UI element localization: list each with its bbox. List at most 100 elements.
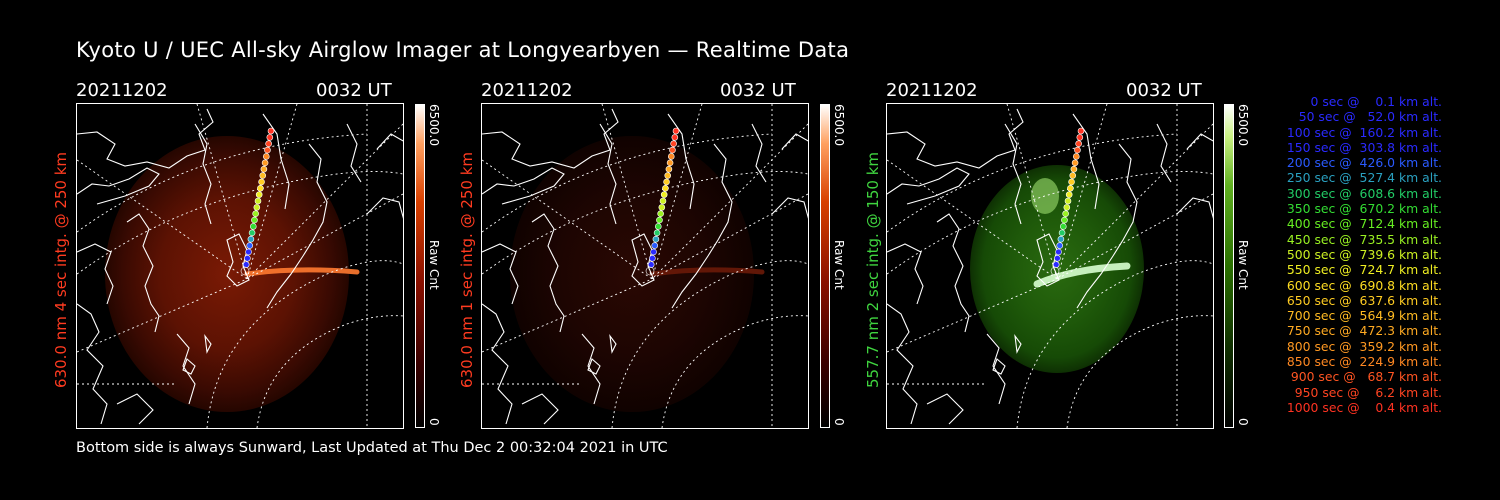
trajectory-point <box>266 134 274 141</box>
trajectory-point <box>246 242 254 249</box>
trajectory-point <box>1055 248 1062 256</box>
legend-row: 200 sec @ 426.0 km alt. <box>1282 155 1442 171</box>
legend-row: 50 sec @ 52.0 km alt. <box>1290 109 1442 125</box>
legend-row: 400 sec @ 712.4 km alt. <box>1282 216 1442 232</box>
trajectory-point <box>262 153 270 160</box>
legend-row: 450 sec @ 735.5 km alt. <box>1282 231 1442 247</box>
sky-disc <box>510 136 754 412</box>
trajectory-point <box>265 140 272 148</box>
legend-row: 600 sec @ 690.8 km alt. <box>1282 277 1442 293</box>
trajectory-point <box>259 172 267 179</box>
allsky-map <box>887 104 1213 428</box>
panel-1-date: 20211202 <box>76 80 168 101</box>
coastlines <box>77 108 403 425</box>
legend-row: 1000 sec @ 0.4 km alt. <box>1286 399 1442 415</box>
trajectory-point <box>662 184 669 192</box>
panel-1-colorbar-max: 6500.0 <box>427 104 441 146</box>
allsky-map <box>77 104 403 428</box>
trajectory-point <box>1059 223 1067 230</box>
legend-row: 350 sec @ 670.2 km alt. <box>1282 201 1442 217</box>
legend-row: 950 sec @ 6.2 km alt. <box>1290 384 1442 400</box>
trajectory-point <box>244 254 251 262</box>
trajectory-point <box>670 140 677 148</box>
panel-1-colorbar <box>415 104 425 428</box>
trajectory-point <box>1067 184 1074 192</box>
trajectory-point <box>649 254 656 262</box>
trajectory-point <box>251 216 258 224</box>
panel-2-colorbar-unit: Raw Cnt <box>832 240 846 290</box>
trajectory-point <box>666 159 674 167</box>
trajectory-point <box>249 223 257 230</box>
aurora-patch <box>1031 178 1059 214</box>
panel-2-image <box>481 103 809 429</box>
panel-3-colorbar <box>1224 104 1234 428</box>
legend-row: 900 sec @ 68.7 km alt. <box>1286 369 1442 385</box>
legend-row: 150 sec @ 303.8 km alt. <box>1282 139 1442 155</box>
trajectory-point <box>1064 197 1072 205</box>
legend-row: 550 sec @ 724.7 km alt. <box>1282 262 1442 278</box>
trajectory-point <box>242 261 250 268</box>
sky-disc <box>970 165 1144 373</box>
panel-2-date: 20211202 <box>481 80 573 101</box>
panel-2-time: 0032 UT <box>720 80 796 101</box>
trajectory-point <box>253 204 261 211</box>
panel-2-ylabel: 630.0 nm 1 sec intg. @ 250 km <box>458 151 476 388</box>
trajectory-point <box>1072 153 1080 160</box>
trajectory-point <box>252 210 259 218</box>
trajectory-point <box>1062 210 1069 218</box>
panel-1-ylabel: 630.0 nm 4 sec intg. @ 250 km <box>52 151 70 388</box>
trajectory-point <box>656 216 663 224</box>
panel-3-ylabel: 557.7 nm 2 sec intg. @ 150 km <box>864 151 882 388</box>
trajectory-point <box>264 146 271 154</box>
trajectory-point <box>245 248 252 256</box>
trajectory-point <box>1063 204 1071 211</box>
sky-disc <box>105 136 349 412</box>
panel-1-colorbar-unit: Raw Cnt <box>427 240 441 290</box>
trajectory-point <box>669 146 676 154</box>
trajectory-point <box>240 266 250 276</box>
page-title: Kyoto U / UEC All-sky Airglow Imager at … <box>76 38 850 62</box>
trajectory-point <box>260 165 268 173</box>
trajectory-point <box>1071 159 1079 167</box>
legend-row: 250 sec @ 527.4 km alt. <box>1282 170 1442 186</box>
trajectory-point <box>653 229 661 237</box>
panel-2-colorbar-min: 0 <box>832 418 846 426</box>
trajectory-point <box>248 229 256 237</box>
footer-note: Bottom side is always Sunward, Last Upda… <box>76 440 668 456</box>
legend-row: 750 sec @ 472.3 km alt. <box>1282 323 1442 339</box>
legend-row: 500 sec @ 739.6 km alt. <box>1282 246 1442 262</box>
trajectory-point <box>1050 266 1060 276</box>
trajectory-point <box>659 197 667 205</box>
trajectory-point <box>255 191 263 198</box>
trajectory-point <box>647 261 655 268</box>
trajectory-point <box>663 178 670 186</box>
trajectory-point <box>1075 140 1082 148</box>
trajectory-point <box>1074 146 1081 154</box>
panel-1-image <box>76 103 404 429</box>
legend-row: 0 sec @ 0.1 km alt. <box>1298 94 1442 109</box>
legend-row: 650 sec @ 637.6 km alt. <box>1282 292 1442 308</box>
panel-3-colorbar-unit: Raw Cnt <box>1236 240 1250 290</box>
aurora-arc <box>1033 262 1131 288</box>
trajectory-point <box>657 210 664 218</box>
trajectory-point <box>1061 216 1068 224</box>
panel-3-time: 0032 UT <box>1126 80 1202 101</box>
panel-1-colorbar-min: 0 <box>427 418 441 426</box>
panel-2-colorbar-max: 6500.0 <box>832 104 846 146</box>
trajectory-point <box>667 153 675 160</box>
panel-3-date: 20211202 <box>886 80 978 101</box>
coastlines <box>887 108 1213 425</box>
trajectory-point <box>645 266 655 276</box>
trajectory-point <box>665 165 673 173</box>
trajectory-point <box>1052 261 1060 268</box>
trajectory-point <box>1076 134 1084 141</box>
trajectory-point <box>1057 235 1065 243</box>
map-grid <box>887 104 1213 428</box>
trajectory-point <box>257 184 264 192</box>
legend-row: 700 sec @ 564.9 km alt. <box>1282 308 1442 324</box>
trajectory-point <box>261 159 269 167</box>
trajectory-point <box>1058 229 1066 237</box>
trajectory-point <box>651 242 659 249</box>
legend-row: 300 sec @ 608.6 km alt. <box>1282 185 1442 201</box>
trajectory-point <box>1070 165 1078 173</box>
